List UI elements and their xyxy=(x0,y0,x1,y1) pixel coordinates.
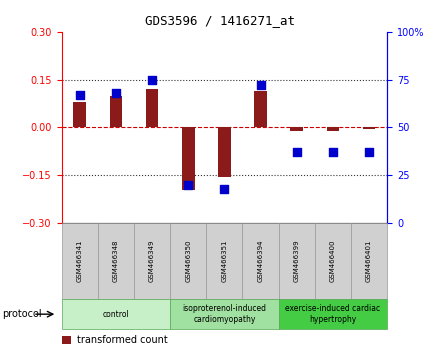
Text: protocol: protocol xyxy=(2,309,42,319)
Point xyxy=(257,82,264,88)
Point xyxy=(185,182,192,188)
Text: GSM466400: GSM466400 xyxy=(330,240,336,282)
Bar xyxy=(290,127,303,131)
Bar xyxy=(254,91,267,127)
Bar xyxy=(110,96,122,127)
Text: isoproterenol-induced
cardiomyopathy: isoproterenol-induced cardiomyopathy xyxy=(183,304,266,324)
Bar xyxy=(218,127,231,177)
Text: GSM466348: GSM466348 xyxy=(113,240,119,282)
Point xyxy=(330,149,337,155)
Point xyxy=(366,149,373,155)
Point xyxy=(112,90,119,96)
Bar xyxy=(182,127,194,190)
Bar xyxy=(73,102,86,127)
Text: transformed count: transformed count xyxy=(77,335,167,345)
Bar xyxy=(146,89,158,127)
Text: GSM466350: GSM466350 xyxy=(185,240,191,282)
Point xyxy=(221,186,228,192)
Text: GSM466401: GSM466401 xyxy=(366,240,372,282)
Text: control: control xyxy=(103,310,129,319)
Bar xyxy=(363,127,375,129)
Point xyxy=(149,77,156,82)
Text: GSM466394: GSM466394 xyxy=(257,240,264,282)
Point xyxy=(76,92,83,98)
Text: exercise-induced cardiac
hypertrophy: exercise-induced cardiac hypertrophy xyxy=(286,304,381,324)
Bar xyxy=(326,127,339,131)
Text: GSM466399: GSM466399 xyxy=(294,240,300,282)
Text: GSM466351: GSM466351 xyxy=(221,240,227,282)
Text: GSM466349: GSM466349 xyxy=(149,240,155,282)
Point xyxy=(293,149,300,155)
Text: GSM466341: GSM466341 xyxy=(77,240,83,282)
Text: GDS3596 / 1416271_at: GDS3596 / 1416271_at xyxy=(145,14,295,27)
